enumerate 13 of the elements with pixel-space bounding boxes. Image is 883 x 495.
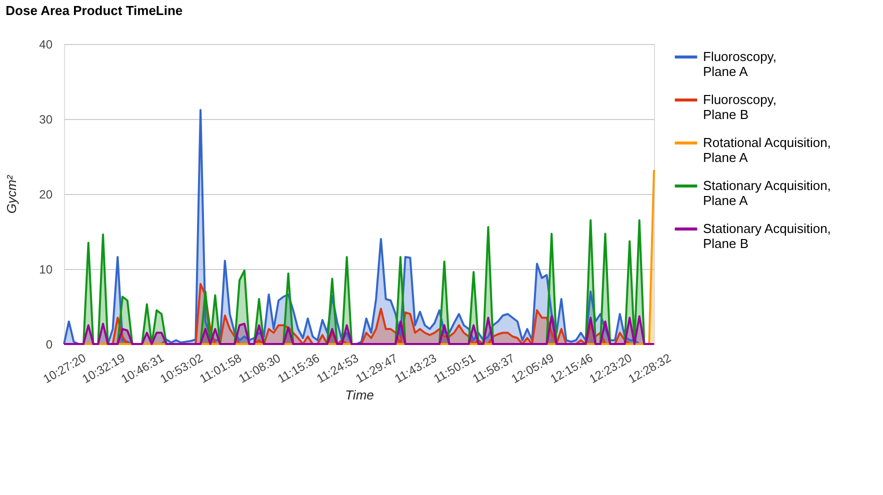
x-axis-title: Time <box>345 387 374 402</box>
y-tick-label: 0 <box>46 338 53 352</box>
legend-label: Rotational Acquisition, Plane A <box>703 135 831 165</box>
legend-label: Fluoroscopy, Plane A <box>703 49 776 79</box>
y-tick-label: 10 <box>39 262 53 276</box>
y-tick-label: 40 <box>39 38 53 52</box>
y-tick-label: 30 <box>39 112 53 126</box>
y-tick-label: 20 <box>39 188 53 202</box>
y-axis-title: Gycm² <box>4 174 20 214</box>
chart-title: Dose Area Product TimeLine <box>6 3 183 18</box>
legend-label: Stationary Acquisition, Plane B <box>703 221 831 251</box>
legend-label: Fluoroscopy, Plane B <box>703 92 776 122</box>
legend-label: Stationary Acquisition, Plane A <box>703 178 831 208</box>
